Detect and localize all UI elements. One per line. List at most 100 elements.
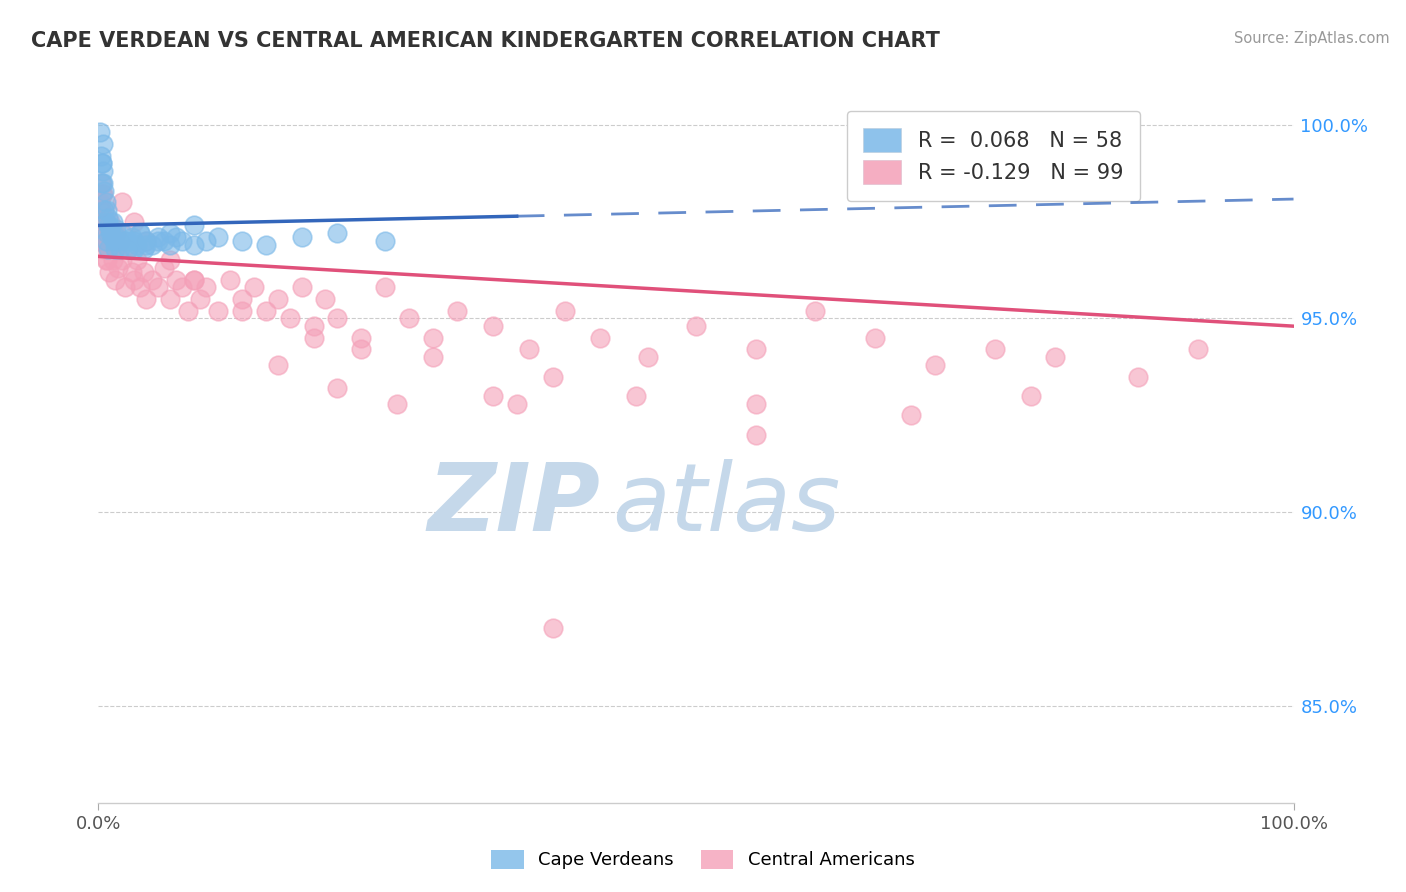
Point <box>183 273 205 287</box>
Point <box>291 280 314 294</box>
Point <box>254 303 277 318</box>
Point <box>124 234 146 248</box>
Point <box>267 292 290 306</box>
Point <box>89 195 111 210</box>
Point <box>104 242 127 256</box>
Point <box>481 389 505 403</box>
Point <box>98 214 122 228</box>
Point <box>105 242 128 256</box>
Point <box>804 303 827 318</box>
Point <box>541 622 564 636</box>
Point <box>159 292 181 306</box>
Point <box>231 292 253 306</box>
Point <box>231 303 253 318</box>
Point <box>91 164 114 178</box>
Point <box>219 273 242 287</box>
Legend: Cape Verdeans, Central Americans: Cape Verdeans, Central Americans <box>482 841 924 879</box>
Point <box>105 230 128 244</box>
Point <box>541 369 564 384</box>
Point <box>114 280 136 294</box>
Point <box>135 292 157 306</box>
Point <box>96 202 118 217</box>
Point <box>125 237 148 252</box>
Point <box>924 358 946 372</box>
Point <box>97 242 120 256</box>
Point <box>243 280 266 294</box>
Point <box>97 211 120 225</box>
Point <box>517 343 540 357</box>
Point <box>302 319 325 334</box>
Point <box>745 397 768 411</box>
Point <box>91 136 114 151</box>
Point <box>107 260 129 275</box>
Point <box>108 234 131 248</box>
Point <box>637 350 659 364</box>
Point <box>98 242 122 256</box>
Point <box>183 237 205 252</box>
Point <box>129 226 152 240</box>
Point <box>231 234 253 248</box>
Point <box>183 273 205 287</box>
Point <box>98 222 122 236</box>
Point <box>506 397 529 411</box>
Point <box>481 319 505 334</box>
Point <box>159 253 181 268</box>
Point <box>100 230 122 244</box>
Point <box>94 214 117 228</box>
Point <box>105 222 128 236</box>
Point <box>91 234 114 248</box>
Point <box>315 292 337 306</box>
Point <box>129 280 152 294</box>
Point <box>93 184 115 198</box>
Point <box>107 234 129 248</box>
Point <box>132 242 155 256</box>
Point <box>117 234 139 248</box>
Point <box>254 237 277 252</box>
Point <box>207 230 229 244</box>
Point <box>278 311 301 326</box>
Point <box>589 331 612 345</box>
Point <box>94 214 117 228</box>
Point <box>117 242 139 256</box>
Point <box>1128 369 1150 384</box>
Point <box>91 214 114 228</box>
Point <box>153 260 176 275</box>
Point <box>398 311 420 326</box>
Point <box>374 234 396 248</box>
Point <box>159 237 181 252</box>
Point <box>124 273 146 287</box>
Point <box>165 273 187 287</box>
Point <box>745 427 768 442</box>
Point <box>94 253 117 268</box>
Point <box>177 303 200 318</box>
Point <box>117 242 139 256</box>
Point <box>89 125 111 139</box>
Point <box>554 303 576 318</box>
Point <box>111 226 134 240</box>
Point <box>93 242 115 256</box>
Point <box>135 237 157 252</box>
Point <box>94 234 117 248</box>
Point <box>195 234 218 248</box>
Point <box>91 176 114 190</box>
Point <box>91 226 114 240</box>
Point <box>291 230 314 244</box>
Point <box>153 234 176 248</box>
Point <box>91 156 114 170</box>
Point <box>121 230 143 244</box>
Point <box>165 230 187 244</box>
Point <box>97 242 120 256</box>
Point <box>745 343 768 357</box>
Point <box>626 389 648 403</box>
Point <box>326 226 349 240</box>
Point <box>135 234 157 248</box>
Point <box>1043 350 1066 364</box>
Point <box>900 409 922 423</box>
Text: Source: ZipAtlas.com: Source: ZipAtlas.com <box>1233 31 1389 46</box>
Point <box>124 214 146 228</box>
Point <box>148 234 170 248</box>
Point <box>98 219 121 233</box>
Point <box>101 253 124 268</box>
Point <box>124 242 146 256</box>
Point <box>93 202 115 217</box>
